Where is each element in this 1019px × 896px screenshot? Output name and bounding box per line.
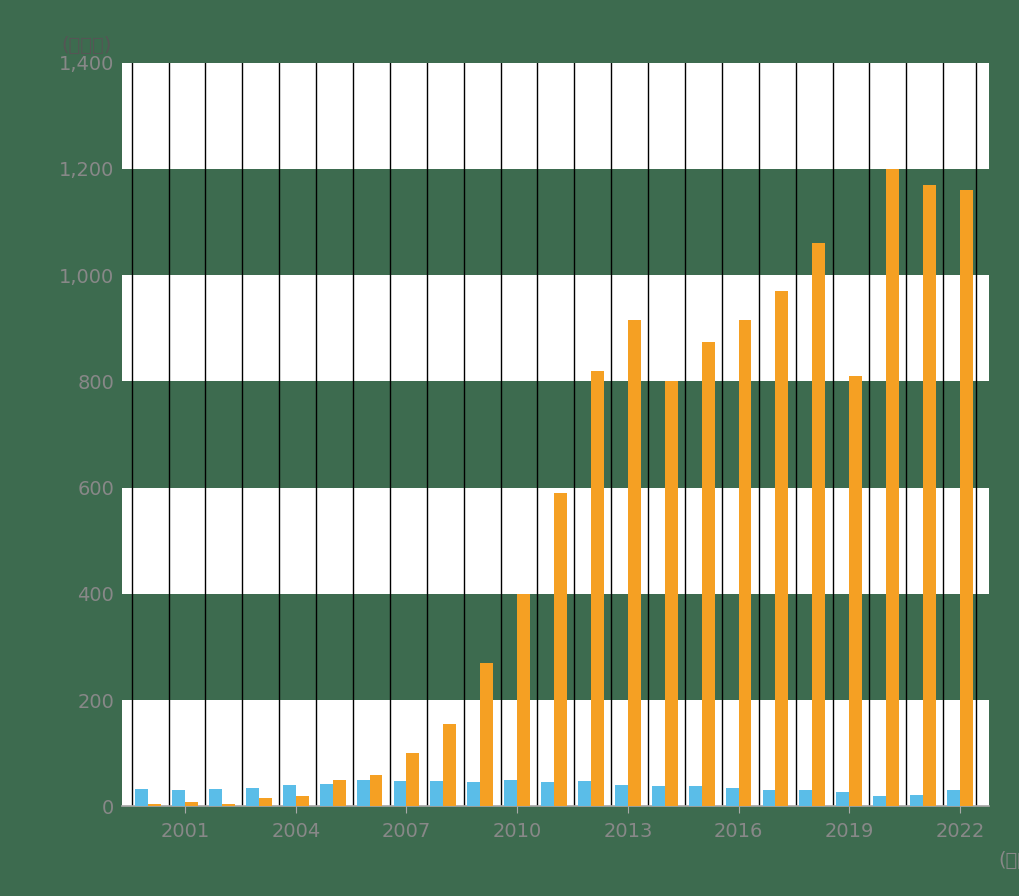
Bar <box>122 700 988 806</box>
Text: (百万人): (百万人) <box>61 36 112 56</box>
Bar <box>762 790 774 806</box>
Bar <box>774 291 788 806</box>
Bar <box>122 63 988 169</box>
Bar <box>614 785 628 806</box>
Bar <box>320 784 332 806</box>
Bar <box>959 190 972 806</box>
Text: (年度): (年度) <box>997 851 1019 870</box>
Bar <box>222 804 234 806</box>
Bar <box>725 788 738 806</box>
Bar <box>430 781 443 806</box>
Bar <box>836 791 849 806</box>
Bar <box>799 790 811 806</box>
Bar <box>246 788 259 806</box>
Bar <box>172 790 184 806</box>
Bar <box>407 754 419 806</box>
Bar <box>553 493 567 806</box>
Bar <box>480 663 493 806</box>
Bar <box>664 382 677 806</box>
Bar <box>357 780 369 806</box>
Bar <box>122 275 988 382</box>
Bar <box>886 169 898 806</box>
Bar <box>590 371 603 806</box>
Bar <box>148 804 161 806</box>
Bar <box>517 594 530 806</box>
Bar <box>701 341 714 806</box>
Bar <box>369 774 382 806</box>
Bar <box>503 780 517 806</box>
Bar <box>628 321 640 806</box>
Bar <box>296 796 309 806</box>
Bar <box>849 376 861 806</box>
Bar <box>811 244 824 806</box>
Bar <box>282 785 296 806</box>
Bar <box>578 781 590 806</box>
Bar <box>443 724 455 806</box>
Bar <box>922 185 935 806</box>
Bar <box>122 382 988 487</box>
Bar <box>946 790 959 806</box>
Bar <box>651 786 664 806</box>
Bar <box>738 321 751 806</box>
Bar <box>122 594 988 700</box>
Bar <box>259 798 271 806</box>
Bar <box>467 782 480 806</box>
Bar <box>541 782 553 806</box>
Bar <box>393 781 407 806</box>
Bar <box>136 789 148 806</box>
Bar <box>688 786 701 806</box>
Bar <box>184 802 198 806</box>
Bar <box>122 487 988 594</box>
Bar <box>332 780 345 806</box>
Bar <box>122 169 988 275</box>
Bar <box>872 796 886 806</box>
Bar <box>209 789 222 806</box>
Bar <box>909 795 922 806</box>
